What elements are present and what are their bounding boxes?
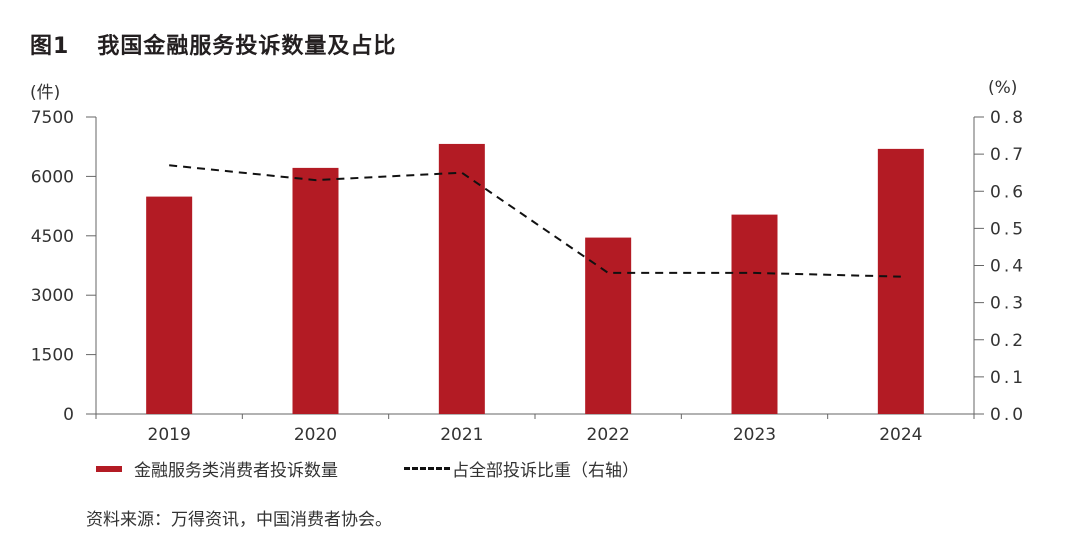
figure-number: 图1 [30,34,70,59]
bar-2020 [292,167,339,414]
right-axis-unit: (%) [988,78,1018,98]
x-axis-label-2024: 2024 [879,425,922,445]
right-axis-tick-label: 0.6 [990,182,1026,202]
chart-title: 图1 我国金融服务投诉数量及占比 [30,28,396,60]
left-axis-tick-label: 0 [63,405,74,425]
left-axis-tick-label: 7500 [31,108,74,128]
ratio-line [169,164,901,278]
x-axis-label-2023: 2023 [733,425,776,445]
bar-2024 [877,148,924,415]
legend-bar-swatch [96,465,122,472]
source-note: 资料来源：万得资讯，中国消费者协会。 [86,510,392,530]
legend-line-swatch [404,467,450,470]
right-axis-tick-label: 0.3 [990,294,1026,314]
x-axis-label-2020: 2020 [294,425,337,445]
right-axis-tick-label: 0.1 [990,368,1026,388]
left-axis-tick-label: 4500 [31,227,74,247]
right-axis-tick-label: 0.7 [990,145,1026,165]
bar-2022 [585,237,632,414]
legend-bar-label: 金融服务类消费者投诉数量 [134,461,338,481]
left-axis-tick-label: 1500 [31,346,74,366]
right-axis-tick-label: 0.5 [990,219,1026,239]
left-axis-unit: (件) [30,83,61,103]
right-axis-tick-label: 0.8 [990,108,1026,128]
legend: 金融服务类消费者投诉数量 占全部投诉比重（右轴） [96,456,639,481]
right-axis-tick-label: 0.4 [990,257,1026,277]
right-axis-tick-label: 0.2 [990,331,1026,351]
x-axis-label-2021: 2021 [440,425,483,445]
left-axis-tick-label: 3000 [31,286,74,306]
left-axis-tick-label: 6000 [31,167,74,187]
bar-2019 [146,196,193,414]
bar-2023 [731,214,778,414]
legend-line-label: 占全部投诉比重（右轴） [452,461,639,481]
legend-line-item: 占全部投诉比重（右轴） [404,456,639,481]
right-axis-tick-label: 0.0 [990,405,1026,425]
figure-title: 我国金融服务投诉数量及占比 [97,34,397,59]
x-axis-label-2022: 2022 [587,425,630,445]
bar-2021 [438,143,485,415]
x-axis-label-2019: 2019 [148,425,191,445]
